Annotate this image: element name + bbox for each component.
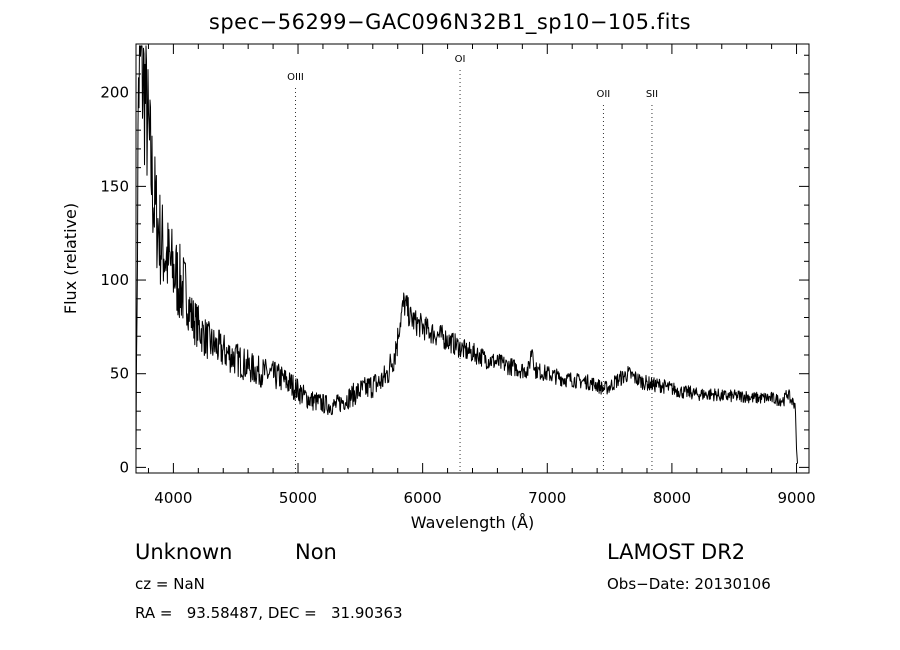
plot-area [135, 43, 810, 474]
chart-title: spec−56299−GAC096N32B1_sp10−105.fits [208, 10, 692, 34]
spectrum-series-line [135, 45, 798, 464]
y-tick-label: 150 [100, 177, 129, 195]
x-tick-label: 9000 [777, 489, 815, 507]
object-class: Unknown [135, 540, 233, 564]
y-tick-label: 100 [100, 271, 129, 289]
line-label-oi: OI [455, 54, 466, 65]
y-tick-label: 200 [100, 84, 129, 102]
survey-name: LAMOST DR2 [607, 540, 746, 564]
ra-dec: RA = 93.58487, DEC = 31.90363 [135, 604, 403, 622]
line-label-oii: OII [596, 89, 610, 100]
object-subclass: Non [295, 540, 337, 564]
x-tick-label: 7000 [528, 489, 566, 507]
cz-value: cz = NaN [135, 575, 205, 593]
y-tick-label: 0 [119, 458, 129, 476]
x-tick-label: 4000 [154, 489, 192, 507]
line-label-oiii: OIII [287, 72, 304, 83]
obs-date: Obs−Date: 20130106 [607, 575, 771, 593]
x-tick-label: 5000 [279, 489, 317, 507]
x-tick-label: 6000 [404, 489, 442, 507]
y-axis-label: Flux (relative) [61, 203, 80, 314]
line-label-sii: SII [646, 89, 658, 100]
y-tick-label: 50 [110, 365, 129, 383]
x-tick-label: 8000 [653, 489, 691, 507]
x-axis-label: Wavelength (Å) [411, 513, 534, 532]
